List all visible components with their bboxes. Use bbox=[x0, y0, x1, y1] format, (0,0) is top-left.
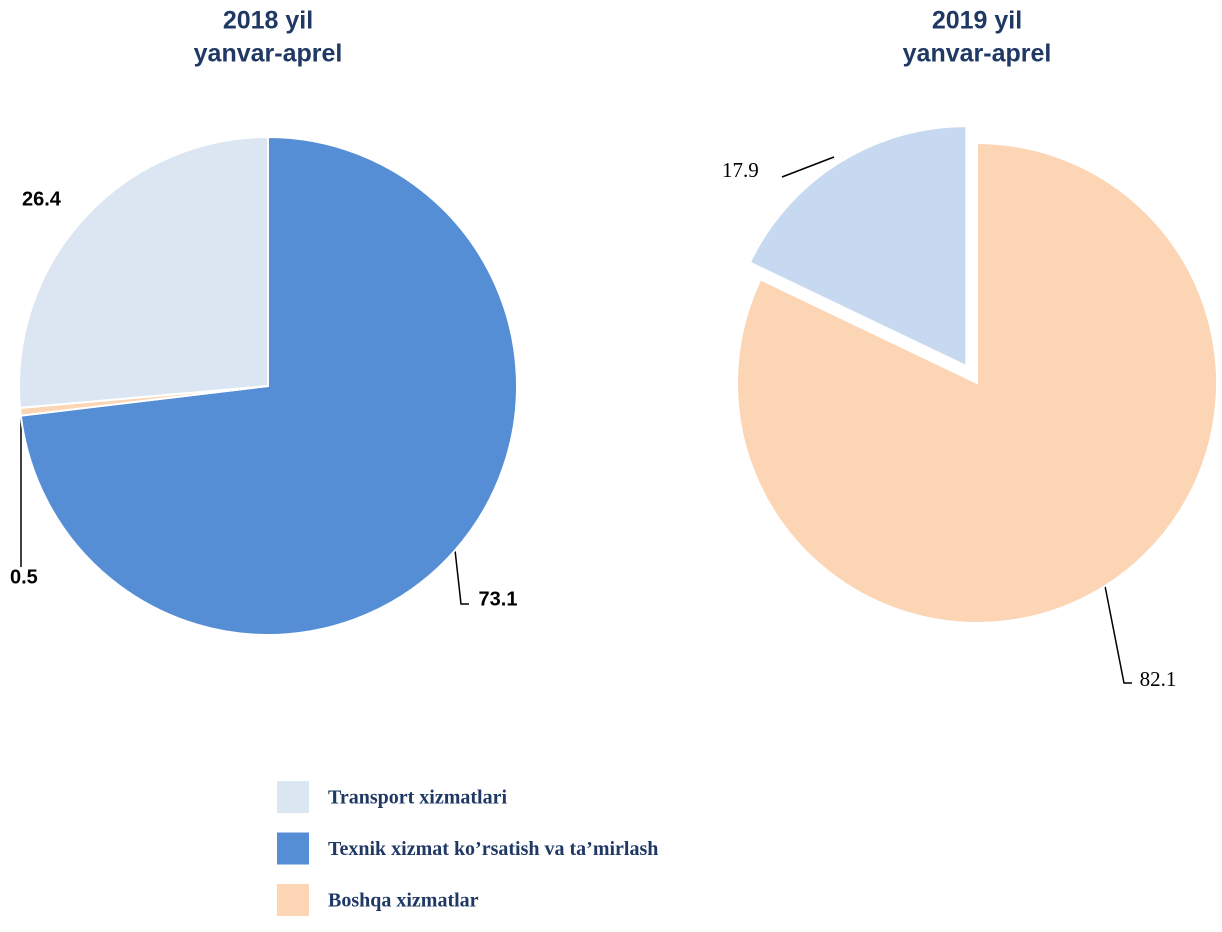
pie-slice bbox=[748, 125, 968, 368]
data-label: 82.1 bbox=[1140, 667, 1177, 691]
data-label: 17.9 bbox=[722, 158, 759, 182]
data-label: 26.4 bbox=[22, 188, 62, 210]
pie-slice bbox=[18, 135, 269, 409]
data-label: 0.5 bbox=[10, 566, 38, 588]
chart-subtitle: yanvar-aprel bbox=[903, 40, 1052, 68]
legend-label: Transport xizmatlari bbox=[328, 787, 507, 809]
legend-swatch bbox=[277, 832, 309, 865]
pie-slice bbox=[736, 141, 1218, 624]
leader-line bbox=[454, 549, 469, 605]
chart-title: 2018 yil bbox=[223, 7, 313, 35]
chart-title: 2019 yil bbox=[932, 7, 1022, 35]
legend-label: Boshqa xizmatlar bbox=[328, 890, 479, 912]
legend-swatch bbox=[277, 884, 309, 916]
chart-subtitle: yanvar-aprel bbox=[194, 40, 343, 68]
leader-line bbox=[781, 156, 835, 178]
legend-swatch bbox=[277, 781, 309, 813]
data-label: 73.1 bbox=[479, 588, 518, 610]
leader-line bbox=[1104, 585, 1132, 684]
legend-label: Texnik xizmat ko’rsatish va ta’mirlash bbox=[328, 838, 658, 860]
